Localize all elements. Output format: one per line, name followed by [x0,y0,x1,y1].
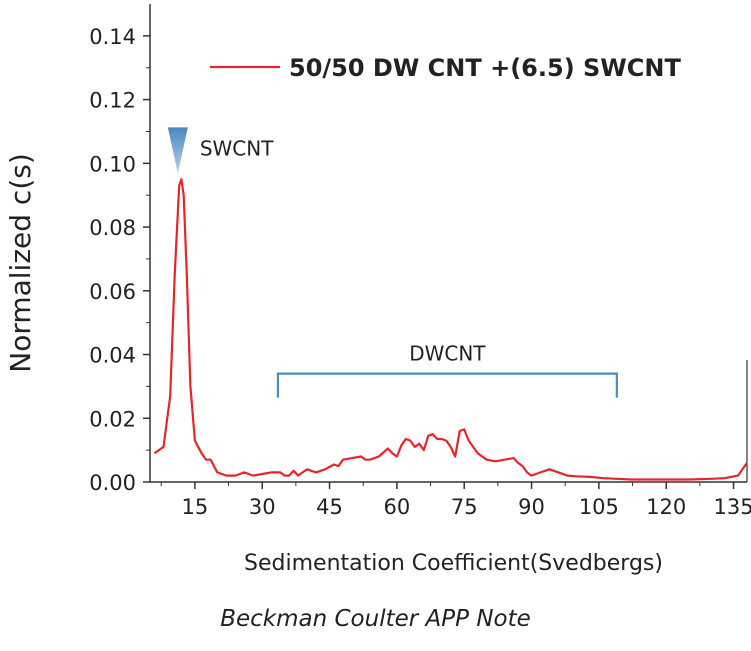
x-ticks: 15 30 45 60 75 90 105 120 135 [160,482,751,519]
swcnt-marker-icon [167,127,188,174]
legend: 50/50 DW CNT +(6.5) SWCNT [210,54,681,82]
x-axis-title: Sedimentation Coefficient(Svedbergs) [244,551,663,576]
series-layer [153,178,748,481]
x-tick-label: 120 [646,495,686,519]
y-tick-label: 0.02 [89,407,136,431]
x-tick-label: 30 [249,495,276,519]
x-tick-label: 15 [182,495,209,519]
dwcnt-annotation-label: DWCNT [409,342,486,366]
axes [149,4,748,483]
annotation-layer: SWCNT DWCNT [167,127,618,398]
series-line [153,178,748,481]
dwcnt-bracket [276,372,618,398]
y-axis-title: Normalized c(s) [4,153,37,373]
x-tick-label: 75 [451,495,478,519]
y-tick-label: 0.00 [89,471,136,495]
y-tick-label: 0.06 [89,280,136,304]
legend-label: 50/50 DW CNT +(6.5) SWCNT [289,54,681,82]
y-tick-label: 0.04 [89,344,136,368]
x-tick-label: 60 [384,495,411,519]
swcnt-annotation-label: SWCNT [200,136,274,160]
x-tick-label: 105 [579,495,619,519]
y-ticks: 0.00 0.02 0.04 0.06 0.08 0.10 0.12 0.14 [89,25,150,495]
source-note: Beckman Coulter APP Note [220,606,531,632]
x-tick-label: 90 [518,495,545,519]
y-tick-label: 0.08 [89,216,136,240]
y-tick-label: 0.10 [89,152,136,176]
x-tick-label: 45 [316,495,343,519]
y-tick-label: 0.14 [89,25,136,49]
x-tick-label: 135 [713,495,751,519]
y-tick-label: 0.12 [89,89,136,113]
